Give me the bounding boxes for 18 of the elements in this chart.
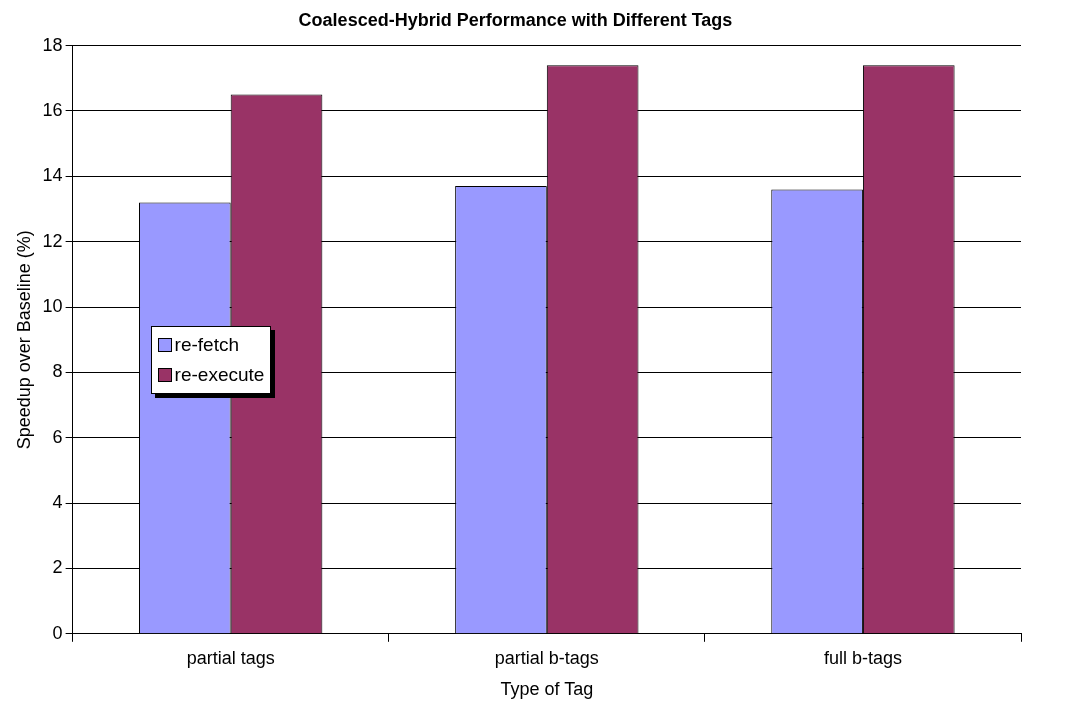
y-tick-label: 18 (42, 34, 63, 55)
y-tick-label: 8 (52, 361, 63, 382)
x-axis-title: Type of Tag (500, 679, 594, 700)
y-tick-label: 2 (52, 557, 63, 578)
legend-label: re-fetch (174, 332, 240, 357)
x-tick-label: partial b-tags (494, 647, 599, 668)
x-tick-label: full b-tags (823, 647, 902, 668)
y-tick-label: 16 (42, 99, 63, 120)
y-tick-label: 6 (52, 426, 63, 447)
y-tick-label: 10 (42, 295, 63, 316)
y-tick-label: 0 (52, 622, 63, 643)
y-tick-label: 14 (42, 165, 63, 186)
legend-label: re-execute (174, 362, 265, 387)
y-axis-title: Speedup over Baseline (%) (13, 230, 34, 450)
y-tick-label: 4 (52, 492, 63, 513)
x-tick-label: partial tags (186, 647, 275, 668)
y-tick-label: 12 (42, 230, 63, 251)
chart-title: Coalesced-Hybrid Performance with Different Tags (298, 9, 733, 30)
